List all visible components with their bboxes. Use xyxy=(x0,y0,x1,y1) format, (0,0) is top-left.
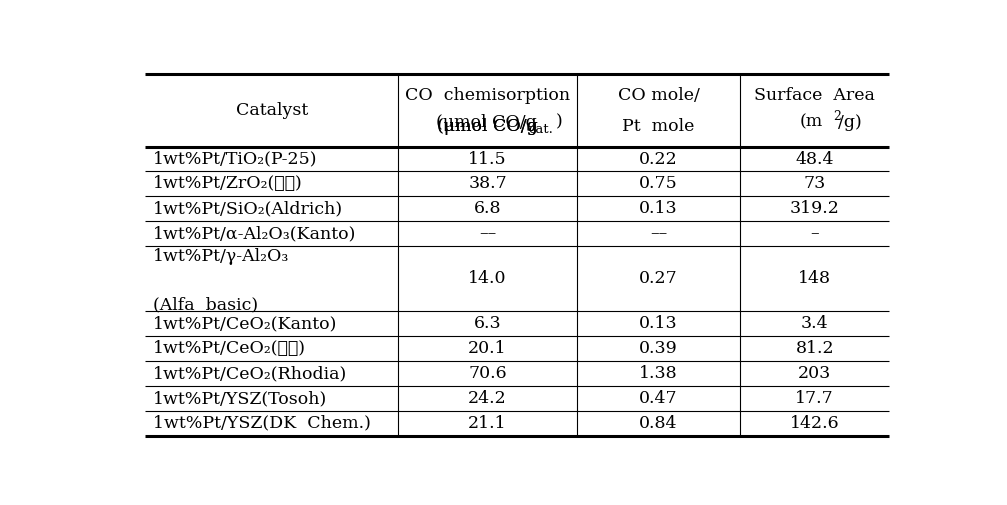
Text: /g): /g) xyxy=(838,114,862,131)
Text: 0.27: 0.27 xyxy=(639,270,678,287)
Text: (μmol CO/g: (μmol CO/g xyxy=(436,114,537,131)
Text: CO mole/: CO mole/ xyxy=(617,87,700,104)
Text: ––: –– xyxy=(479,225,496,242)
Text: ––: –– xyxy=(650,225,668,242)
Text: 1wt%Pt/CeO₂(제조): 1wt%Pt/CeO₂(제조) xyxy=(153,340,306,357)
Text: 6.8: 6.8 xyxy=(473,200,501,217)
Text: 319.2: 319.2 xyxy=(789,200,840,217)
Text: 20.1: 20.1 xyxy=(468,340,507,357)
Text: 81.2: 81.2 xyxy=(796,340,834,357)
Text: 148: 148 xyxy=(799,270,831,287)
Text: (μmol CO/g: (μmol CO/g xyxy=(437,118,538,135)
Text: 73: 73 xyxy=(804,175,826,192)
Text: 11.5: 11.5 xyxy=(468,150,507,168)
Text: 0.47: 0.47 xyxy=(639,390,678,407)
Text: 1wt%Pt/α-Al₂O₃(Kanto): 1wt%Pt/α-Al₂O₃(Kanto) xyxy=(153,225,356,242)
Text: 70.6: 70.6 xyxy=(468,365,507,382)
Text: 38.7: 38.7 xyxy=(468,175,507,192)
Text: 21.1: 21.1 xyxy=(468,415,507,432)
Text: –: – xyxy=(811,225,819,242)
Text: 6.3: 6.3 xyxy=(473,315,501,332)
Text: 2: 2 xyxy=(833,110,841,123)
Text: 0.75: 0.75 xyxy=(639,175,678,192)
Text: CO  chemisorption: CO chemisorption xyxy=(405,87,570,104)
Text: Pt  mole: Pt mole xyxy=(622,118,695,135)
Text: 48.4: 48.4 xyxy=(796,150,834,168)
Text: 1wt%Pt/YSZ(DK  Chem.): 1wt%Pt/YSZ(DK Chem.) xyxy=(153,415,371,432)
Text: 1wt%Pt/CeO₂(Rhodia): 1wt%Pt/CeO₂(Rhodia) xyxy=(153,365,347,382)
Text: 1wt%Pt/γ-Al₂O₃: 1wt%Pt/γ-Al₂O₃ xyxy=(153,248,290,265)
Text: 14.0: 14.0 xyxy=(468,270,507,287)
Text: 24.2: 24.2 xyxy=(468,390,507,407)
Text: Catalyst: Catalyst xyxy=(236,102,308,119)
Text: 1wt%Pt/ZrO₂(제조): 1wt%Pt/ZrO₂(제조) xyxy=(153,175,303,192)
Text: 1wt%Pt/TiO₂(P-25): 1wt%Pt/TiO₂(P-25) xyxy=(153,150,317,168)
Text: 142.6: 142.6 xyxy=(789,415,840,432)
Text: 1wt%Pt/CeO₂(Kanto): 1wt%Pt/CeO₂(Kanto) xyxy=(153,315,337,332)
Text: 1.38: 1.38 xyxy=(639,365,678,382)
Text: Surface  Area: Surface Area xyxy=(754,87,875,104)
Text: 3.4: 3.4 xyxy=(801,315,829,332)
Text: 0.39: 0.39 xyxy=(639,340,678,357)
Text: 1wt%Pt/SiO₂(Aldrich): 1wt%Pt/SiO₂(Aldrich) xyxy=(153,200,343,217)
Text: 17.7: 17.7 xyxy=(796,390,834,407)
Text: 0.22: 0.22 xyxy=(639,150,678,168)
Text: 1wt%Pt/YSZ(Tosoh): 1wt%Pt/YSZ(Tosoh) xyxy=(153,390,327,407)
Text: 0.13: 0.13 xyxy=(639,200,678,217)
Text: (m: (m xyxy=(800,114,823,131)
Text: cat.: cat. xyxy=(528,123,553,136)
Text: 0.84: 0.84 xyxy=(639,415,678,432)
Text: 0.13: 0.13 xyxy=(639,315,678,332)
Text: ): ) xyxy=(556,114,563,131)
Text: (μmol CO/g: (μmol CO/g xyxy=(437,118,538,135)
Text: (Alfa  basic): (Alfa basic) xyxy=(153,296,259,314)
Text: 203: 203 xyxy=(799,365,832,382)
